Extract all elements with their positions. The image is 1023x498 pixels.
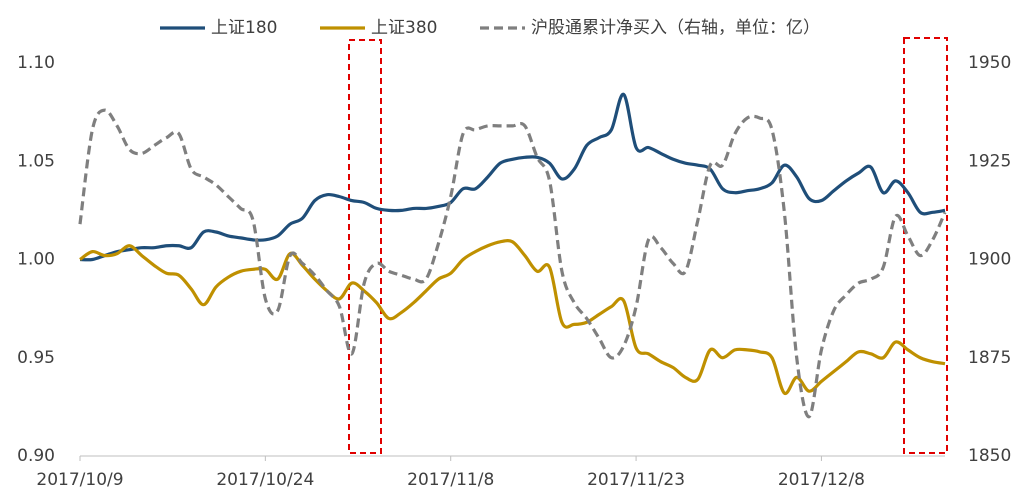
- x-tick-label: 2017/11/23: [587, 470, 685, 490]
- x-tick-label: 2017/12/8: [778, 470, 865, 490]
- y-tick-label: 0.95: [17, 348, 55, 368]
- y2-tick-label: 1875: [968, 348, 1011, 368]
- legend-label: 上证180: [211, 18, 277, 38]
- highlight-box: [348, 39, 382, 454]
- y2-tick-label: 1850: [968, 446, 1011, 466]
- series-line: [79, 92, 946, 262]
- series-line: [79, 239, 946, 395]
- y-tick-label: 1.00: [17, 250, 55, 270]
- y2-tick-label: 1925: [968, 151, 1011, 171]
- y-tick-label: 1.10: [17, 53, 55, 73]
- x-tick-label: 2017/11/8: [407, 470, 494, 490]
- x-tick-label: 2017/10/24: [216, 470, 314, 490]
- y-tick-label: 0.90: [17, 446, 55, 466]
- legend-label: 沪股通累计净买入（右轴，单位：亿）: [531, 18, 820, 38]
- highlight-box: [903, 37, 948, 454]
- x-tick-label: 2017/10/9: [36, 470, 123, 490]
- y2-tick-label: 1900: [968, 250, 1011, 270]
- y2-tick-label: 1950: [968, 53, 1011, 73]
- series-line: [78, 108, 947, 419]
- y-tick-label: 1.05: [17, 151, 55, 171]
- legend-label: 上证380: [371, 18, 437, 38]
